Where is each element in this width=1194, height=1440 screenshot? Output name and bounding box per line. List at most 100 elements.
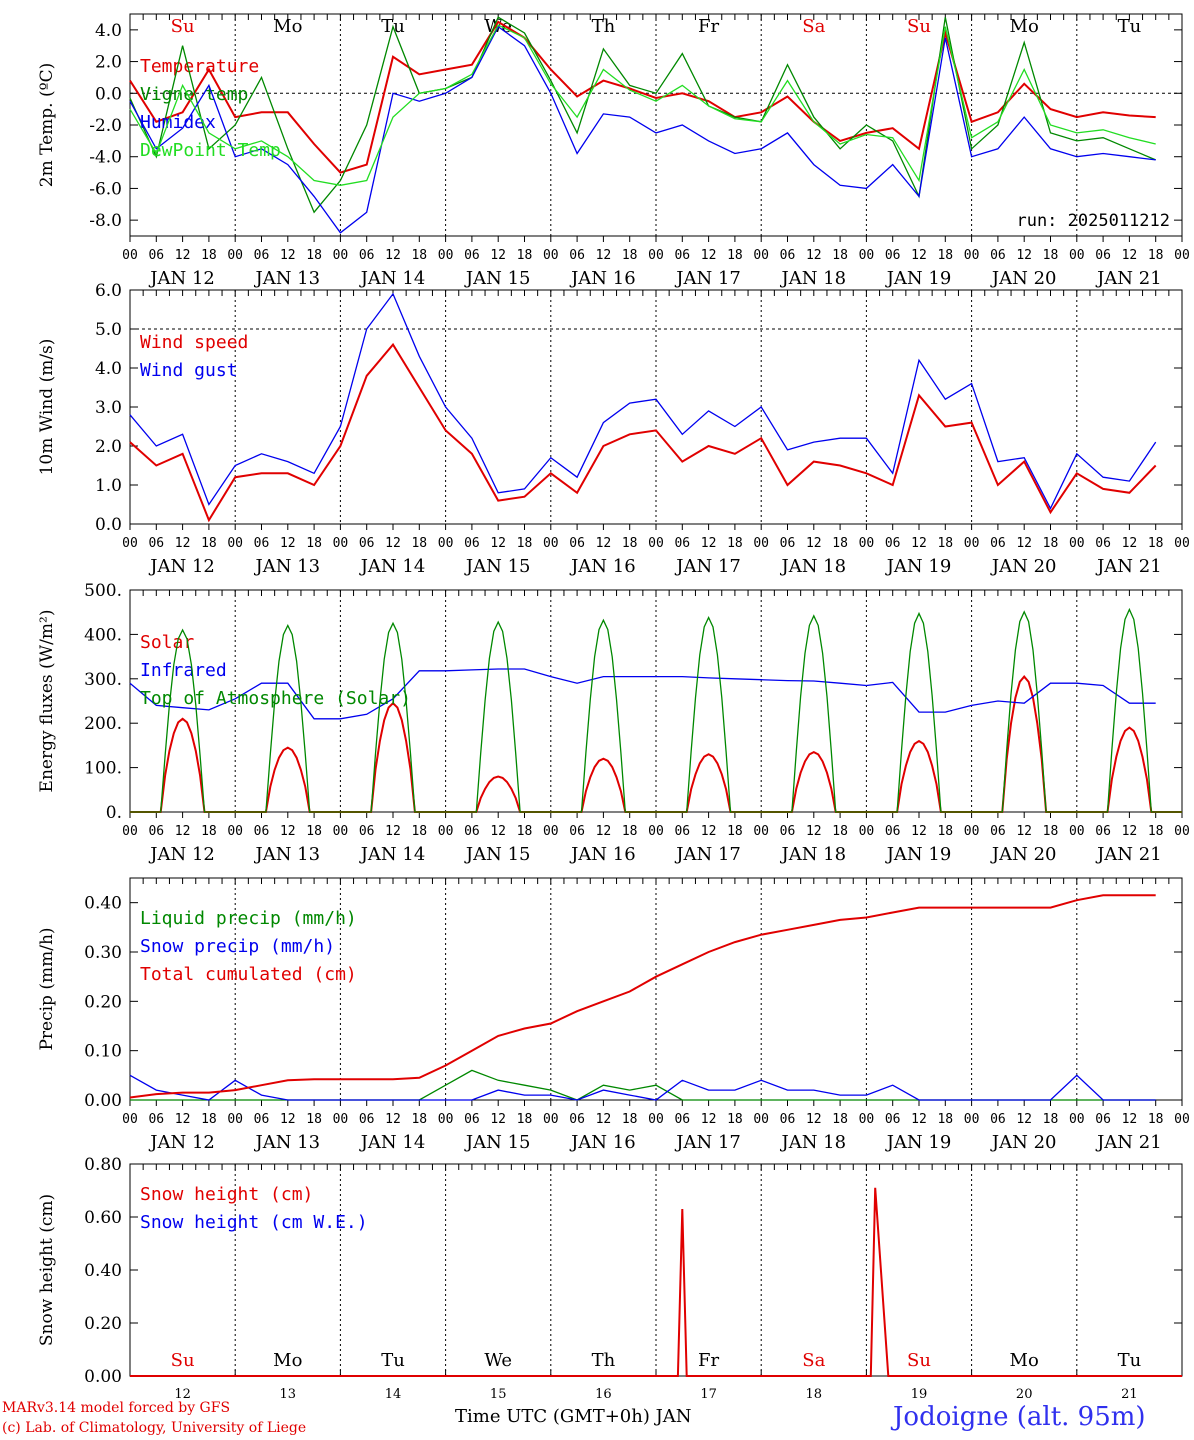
hour-label: 06 <box>254 536 270 551</box>
y-tick-label: 0.00 <box>84 1367 122 1387</box>
hour-label: 00 <box>333 1112 349 1127</box>
hour-label: 00 <box>333 248 349 263</box>
hour-label: 00 <box>227 536 243 551</box>
hour-label: 12 <box>175 824 191 839</box>
hour-label: 12 <box>1122 536 1138 551</box>
hour-label: 12 <box>806 824 822 839</box>
date-label: JAN 18 <box>780 844 847 865</box>
hour-label: 12 <box>1016 824 1032 839</box>
date-label: JAN 16 <box>569 1132 636 1153</box>
hour-label: 12 <box>596 824 612 839</box>
hour-label: 18 <box>832 248 848 263</box>
date-label: JAN 21 <box>1095 556 1162 577</box>
hour-label: 12 <box>596 536 612 551</box>
hour-label: 12 <box>385 824 401 839</box>
date-label: JAN 13 <box>254 844 321 865</box>
hour-label: 06 <box>990 248 1006 263</box>
weekday-label: Sa <box>802 16 825 37</box>
hour-label: 06 <box>359 824 375 839</box>
weekday-label: Su <box>907 16 931 37</box>
hour-label: 06 <box>780 824 796 839</box>
weekday-label: Mo <box>1010 16 1039 37</box>
hour-label: 06 <box>569 248 585 263</box>
hour-label: 18 <box>1148 824 1164 839</box>
hour-label: 00 <box>438 536 454 551</box>
weekday-label: Su <box>907 1350 931 1371</box>
hour-label: 06 <box>359 248 375 263</box>
hour-label: 06 <box>148 1112 164 1127</box>
date-label: JAN 16 <box>569 844 636 865</box>
y-tick-label: 0.60 <box>84 1208 122 1228</box>
date-label: JAN 14 <box>359 268 426 289</box>
y-axis-label: Precip (mm/h) <box>37 927 57 1050</box>
series-line <box>129 25 1156 234</box>
hour-label: 18 <box>727 824 743 839</box>
date-label: JAN 17 <box>674 268 741 289</box>
station-name: Jodoigne (alt. 95m) <box>893 1402 1146 1432</box>
hour-label: 18 <box>1148 248 1164 263</box>
series-line <box>129 292 1157 510</box>
y-axis-label: 10m Wind (m/s) <box>37 339 57 476</box>
hour-label: 12 <box>1016 1112 1032 1127</box>
hour-label: 18 <box>1148 536 1164 551</box>
hour-label: 06 <box>254 1112 270 1127</box>
hour-label: 00 <box>859 536 875 551</box>
hour-label: 18 <box>306 1112 322 1127</box>
hour-label: 06 <box>569 824 585 839</box>
y-tick-label: 0. <box>106 803 122 823</box>
hour-label: 18 <box>201 824 217 839</box>
legend-entry: Vigne temp <box>140 84 248 105</box>
series-line <box>130 1069 1156 1101</box>
x-axis-label: Time UTC (GMT+0h) JAN <box>455 1406 692 1427</box>
date-label: JAN 14 <box>359 844 426 865</box>
hour-label: 00 <box>753 824 769 839</box>
y-tick-label: 100. <box>84 759 122 779</box>
hour-label: 18 <box>411 536 427 551</box>
y-tick-label: -6.0 <box>89 179 122 199</box>
y-tick-label: 2.0 <box>95 53 122 73</box>
hour-label: 06 <box>148 536 164 551</box>
hour-label: 12 <box>1122 824 1138 839</box>
hour-label: 06 <box>1095 536 1111 551</box>
hour-label: 12 <box>280 1112 296 1127</box>
hour-label: 12 <box>490 248 506 263</box>
date-label: JAN 14 <box>359 1132 426 1153</box>
date-label: JAN 12 <box>148 1132 215 1153</box>
hour-label: 00 <box>333 824 349 839</box>
hour-label: 18 <box>832 536 848 551</box>
hour-label: 12 <box>911 536 927 551</box>
y-tick-label: 300. <box>84 670 122 690</box>
series-line <box>129 20 1156 174</box>
hour-label: 18 <box>411 1112 427 1127</box>
y-tick-label: 0.40 <box>84 1261 122 1281</box>
hour-label: 12 <box>1122 1112 1138 1127</box>
hour-label: 18 <box>517 1112 533 1127</box>
weekday-label: Th <box>592 16 616 37</box>
hour-label: 06 <box>1095 248 1111 263</box>
y-axis-label: Snow height (cm) <box>37 1194 57 1346</box>
hour-label: 00 <box>438 248 454 263</box>
hour-label: 00 <box>543 824 559 839</box>
hour-label: 00 <box>964 1112 980 1127</box>
day-number-label: 20 <box>1016 1387 1033 1402</box>
hour-label: 12 <box>911 1112 927 1127</box>
hour-label: 12 <box>385 248 401 263</box>
hour-label: 18 <box>622 1112 638 1127</box>
hour-label: 00 <box>1069 536 1085 551</box>
hour-label: 18 <box>1043 248 1059 263</box>
weekday-label: Fr <box>698 1350 719 1371</box>
credit-line-1: MARv3.14 model forced by GFS <box>2 1400 231 1416</box>
hour-label: 00 <box>543 536 559 551</box>
legend-entry: Wind gust <box>140 360 238 381</box>
date-label: JAN 15 <box>464 844 531 865</box>
date-label: JAN 14 <box>359 556 426 577</box>
hour-label: 06 <box>254 824 270 839</box>
hour-label: 00 <box>648 824 664 839</box>
hour-label: 00 <box>859 248 875 263</box>
hour-label: 18 <box>201 248 217 263</box>
day-number-label: 12 <box>174 1387 191 1402</box>
date-label: JAN 20 <box>990 1132 1057 1153</box>
y-tick-label: -2.0 <box>89 116 122 136</box>
hour-label: 12 <box>175 1112 191 1127</box>
